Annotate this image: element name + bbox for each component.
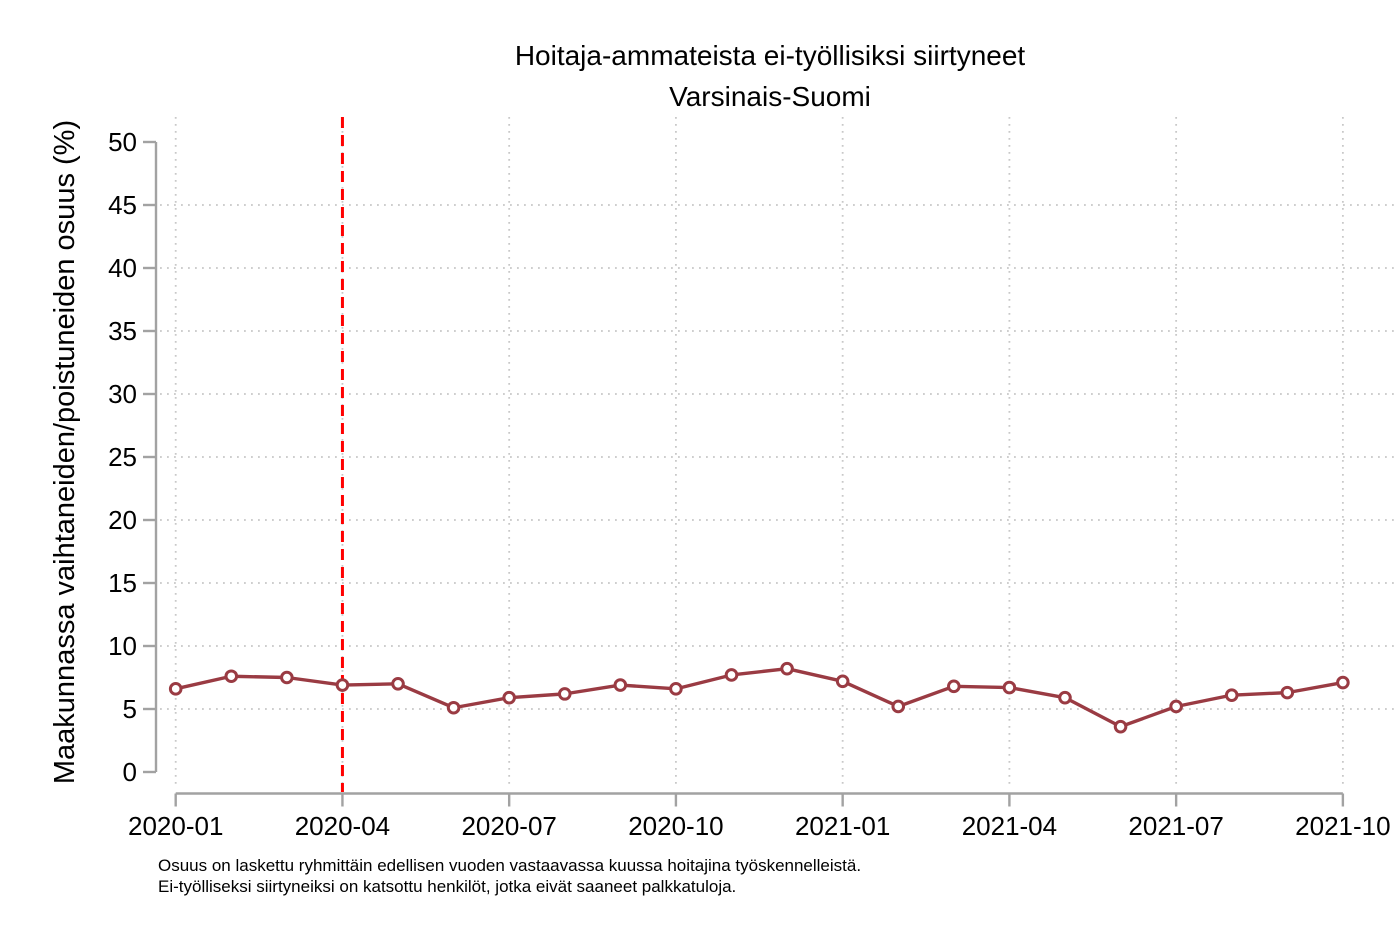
data-point-2021-10 (1336, 675, 1350, 690)
y-tick-label-45: 45 (108, 190, 137, 220)
data-point-2020-07 (502, 690, 516, 705)
data-point-2020-03 (280, 670, 294, 685)
chart-subtitle: Varsinais-Suomi (669, 81, 871, 112)
x-tick-label-2020-10: 2020-10 (628, 811, 723, 841)
data-point-2020-06 (446, 700, 461, 715)
y-axis-title: Maakunnassa vaihtaneiden/poistuneiden os… (49, 120, 81, 784)
footnote-line-1: Osuus on laskettu ryhmittäin edellisen v… (158, 856, 861, 875)
data-point-2021-07 (1169, 699, 1183, 714)
y-tick-label-30: 30 (108, 379, 137, 409)
y-tick-label-25: 25 (108, 442, 137, 472)
x-tick-label-2020-01: 2020-01 (128, 811, 223, 841)
data-point-2020-08 (557, 687, 572, 701)
y-tick-label-35: 35 (108, 316, 137, 346)
data-point-2020-02 (224, 669, 239, 684)
x-tick-label-2021-07: 2021-07 (1128, 811, 1223, 841)
data-point-2021-05 (1058, 690, 1072, 705)
axes (143, 140, 1345, 807)
x-tick-label-2021-10: 2021-10 (1295, 811, 1390, 841)
y-tick-label-10: 10 (108, 631, 137, 661)
gridlines (160, 117, 1394, 789)
data-point-2021-06 (1113, 719, 1128, 734)
chart-title: Hoitaja-ammateista ei-työllisiksi siirty… (515, 40, 1026, 71)
data-point-2020-04 (335, 678, 350, 692)
y-tick-label-0: 0 (123, 757, 137, 787)
y-tick-label-15: 15 (108, 568, 137, 598)
x-tick-label-2021-04: 2021-04 (962, 811, 1057, 841)
data-point-2021-08 (1224, 688, 1239, 702)
data-point-2020-09 (613, 678, 628, 692)
data-point-2020-05 (391, 677, 405, 691)
series-group (168, 661, 1350, 734)
x-tick-label-2020-04: 2020-04 (295, 811, 390, 841)
x-tick-label-2021-01: 2021-01 (795, 811, 890, 841)
data-point-2021-04 (1002, 680, 1017, 695)
data-point-2020-12 (780, 661, 794, 676)
y-tick-label-50: 50 (108, 127, 137, 157)
data-point-2020-11 (724, 668, 739, 682)
data-point-2021-01 (835, 674, 850, 689)
y-tick-label-20: 20 (108, 505, 137, 535)
data-point-2021-09 (1280, 685, 1295, 700)
y-tick-label-5: 5 (123, 694, 137, 724)
footnote-line-2: Ei-työlliseksi siirtyneiksi on katsottu … (158, 877, 736, 896)
x-tick-label-2020-07: 2020-07 (461, 811, 556, 841)
data-point-2021-03 (947, 679, 961, 694)
data-point-2021-02 (891, 699, 906, 714)
series-line (173, 666, 1345, 729)
data-point-2020-10 (669, 682, 683, 696)
data-point-2020-01 (168, 682, 183, 696)
y-tick-label-40: 40 (108, 253, 137, 283)
tick-labels: 0 5 10 15 20 25 30 35 40 45 50 2020-01 2020-04 2020-0… (108, 127, 1391, 841)
